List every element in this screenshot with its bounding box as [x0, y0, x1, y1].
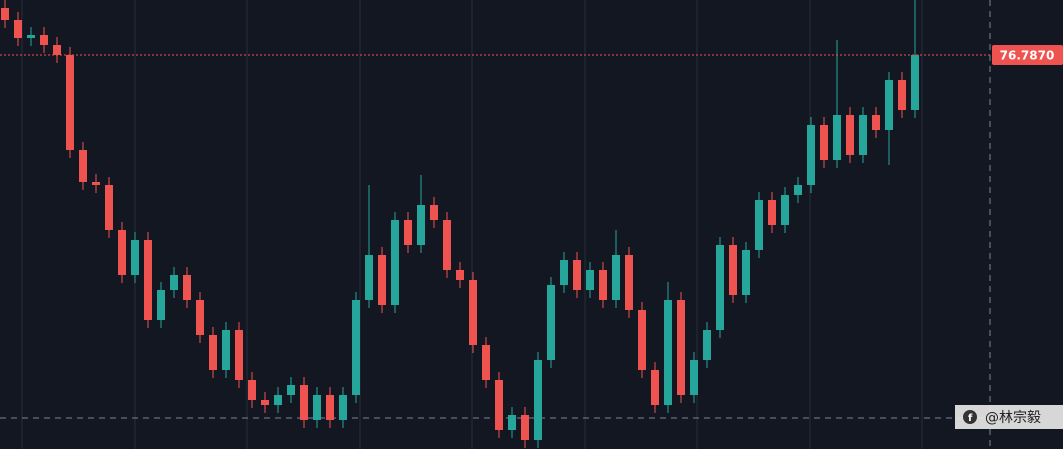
candle-body [664, 300, 672, 405]
watermark-box: f @林宗毅 [955, 405, 1063, 429]
candle-body [638, 310, 646, 370]
candle-body [144, 240, 152, 320]
watermark: @林宗毅 [985, 409, 1041, 426]
candle-body [703, 330, 711, 360]
candle-body [326, 395, 334, 420]
candle-body [651, 370, 659, 405]
candle-body [300, 385, 308, 420]
candle-body [573, 260, 581, 290]
candle-body [898, 80, 906, 110]
candle-body [118, 230, 126, 275]
candle-body [456, 270, 464, 280]
candle-body [443, 220, 451, 270]
candle-body [742, 250, 750, 295]
candle-body [833, 115, 841, 160]
facebook-icon-f: f [968, 413, 973, 424]
candle-body [157, 290, 165, 320]
candle-body [469, 280, 477, 345]
candle-body [66, 55, 74, 150]
candle-body [586, 270, 594, 290]
candle-body [287, 385, 295, 395]
candle-body [40, 35, 48, 45]
candle-body [495, 380, 503, 430]
candle-body [339, 395, 347, 420]
candle-body [521, 415, 529, 440]
candle-body [261, 400, 269, 405]
candle-body [547, 285, 555, 360]
last-price-tag [992, 45, 1063, 65]
candle-body [885, 80, 893, 130]
candle-body [534, 360, 542, 440]
candle-body [768, 200, 776, 225]
candle-body [131, 240, 139, 275]
candle-body [560, 260, 568, 285]
candle-body [599, 270, 607, 300]
candle-body [209, 335, 217, 370]
last-price-label: 76.7870 [1000, 49, 1055, 63]
candle-body [716, 245, 724, 330]
candle-body [690, 360, 698, 395]
candle-body [92, 182, 100, 185]
candle-body [391, 220, 399, 305]
candle-body [781, 195, 789, 225]
candle-body [313, 395, 321, 420]
candle-body [378, 255, 386, 305]
candle-body [274, 395, 282, 405]
candle-body [872, 115, 880, 130]
candle-body [79, 150, 87, 182]
facebook-icon [963, 410, 977, 424]
candles [1, 0, 919, 448]
candle-body [235, 330, 243, 380]
candle-body [430, 205, 438, 220]
candle-body [794, 185, 802, 195]
candle-body [170, 275, 178, 290]
candle-body [612, 255, 620, 300]
grid [21, 0, 923, 449]
candle-body [820, 125, 828, 160]
candle-body [482, 345, 490, 380]
candle-body [196, 300, 204, 335]
candle-body [911, 55, 919, 110]
candle-body [625, 255, 633, 310]
candle-body [508, 415, 516, 430]
candle-body [27, 35, 35, 38]
candle-body [53, 45, 61, 55]
candle-body [755, 200, 763, 250]
candle-body [807, 125, 815, 185]
candle-body [846, 115, 854, 155]
candle-body [417, 205, 425, 245]
candle-body [729, 245, 737, 295]
candle-body [677, 300, 685, 395]
candle-body [222, 330, 230, 370]
candle-body [352, 300, 360, 395]
candle-body [404, 220, 412, 245]
candle-body [183, 275, 191, 300]
candle-body [365, 255, 373, 300]
candle-body [859, 115, 867, 155]
candle-body [1, 8, 9, 20]
candle-body [14, 20, 22, 38]
candle-body [248, 380, 256, 400]
candle-body [105, 185, 113, 230]
